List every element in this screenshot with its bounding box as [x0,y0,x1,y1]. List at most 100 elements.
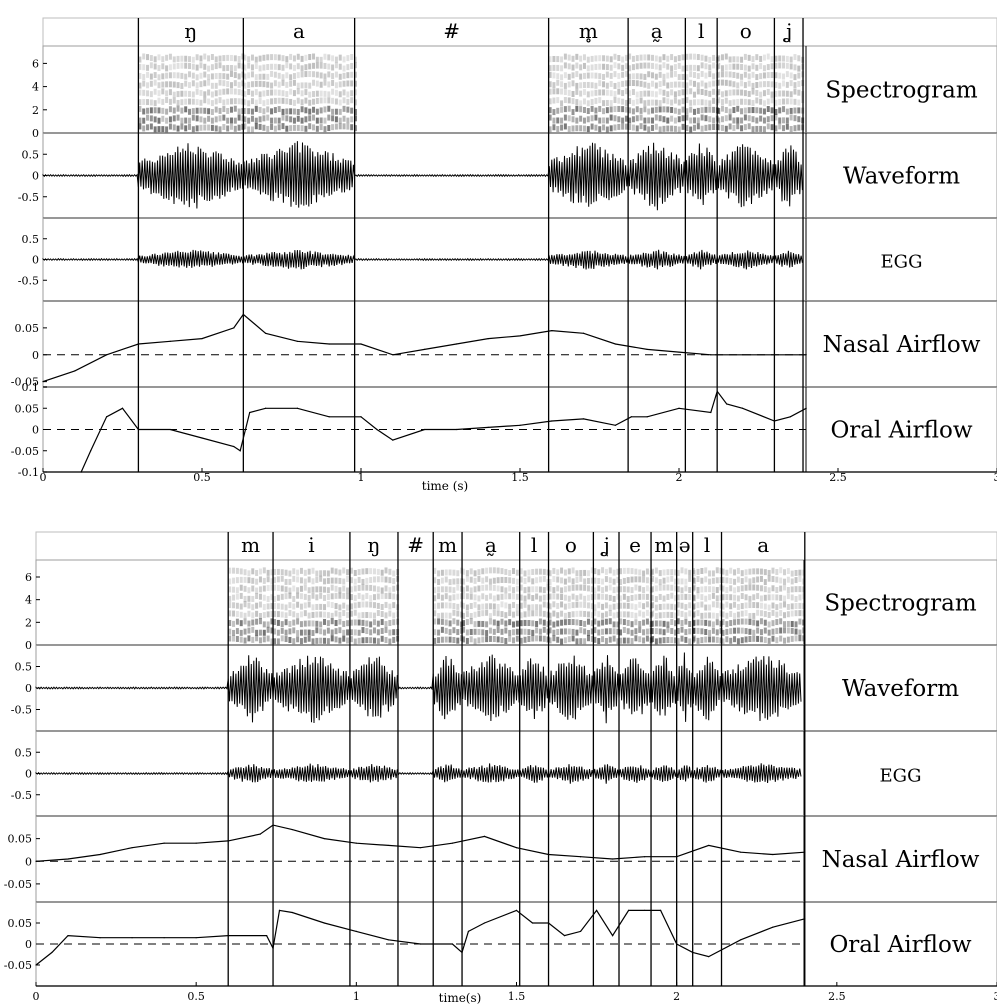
data-point [121,407,124,409]
spectrogram-cell [247,108,251,115]
spectrogram-cell [477,604,481,611]
spectrogram-cell [172,115,176,122]
spectrogram-cell [680,567,684,574]
panel-name-label: EGG [881,252,923,273]
spectrogram-cell [342,585,346,592]
x-axis-label: time (s) [422,479,468,493]
spectrogram-cell [582,98,586,105]
spectrogram-cell [315,594,319,601]
spectrogram-cell [666,82,670,89]
spectrogram-cell [307,620,311,627]
spectrogram-cell [670,612,674,619]
spectrogram-cell [138,72,142,79]
spectrogram-cell [233,105,237,112]
spectrogram-cell [658,106,662,113]
segment-label: ŋ [368,533,381,557]
spectrogram-cell [586,611,590,618]
spectrogram-cell [597,620,601,627]
spectrogram-cell [790,586,794,593]
spectrogram-cell [774,114,778,121]
spectrogram-cell [767,587,771,594]
data-point [80,471,82,473]
spectrogram-cell [729,567,733,574]
spectrogram-cell [728,80,732,87]
spectrogram-cell [465,629,469,636]
data-point [644,909,646,912]
spectrogram-cell [605,107,609,114]
spectrogram-cell [732,99,736,106]
spectrogram-cell [692,99,696,106]
spectrogram-cell [579,64,583,71]
spectrogram-cell [785,62,789,69]
spectrogram-cell [303,569,307,576]
spectrogram-cell [207,115,211,122]
spectrogram-cell [180,107,184,114]
spectrogram-cell [597,585,601,592]
spectrogram-cell [689,53,693,60]
spectrogram-cell [567,595,571,602]
spectrogram-cell [250,71,254,78]
data-point [805,407,807,409]
segment-label: l [698,19,704,43]
spectrogram-cell [740,637,744,644]
spectrogram-cell [191,126,195,133]
spectrogram-cell [631,108,635,115]
spectrogram-cell [616,586,620,593]
spectrogram-cell [677,81,681,88]
spectrogram-cell [635,115,639,122]
spectrogram-cell [228,635,232,642]
spectrogram-cell [239,603,243,610]
spectrogram-cell [485,594,489,601]
spectrogram-cell [500,618,504,625]
spectrogram-cell [560,587,564,594]
spectrogram-cell [634,612,638,619]
spectrogram-cell [684,578,688,585]
spectrogram-cell [165,108,169,115]
spectrogram-cell [515,593,519,600]
spectrogram-cell [779,594,783,601]
spectrogram-cell [168,72,172,79]
spectrogram-cell [149,73,153,80]
spectrogram-cell [465,637,469,644]
spectrogram-cell [567,115,571,122]
spectrogram-cell [740,108,744,115]
spectrogram-cell [229,54,233,61]
spectrogram-cell [300,71,304,78]
spectrogram-cell [619,602,623,609]
spectrogram-cell [214,90,218,97]
waveform-trace [35,652,802,724]
spectrogram-cell [579,627,583,634]
figure-2: 6420Spectrogram0.50-0.5Waveform0.50-0.5E… [4,531,997,1005]
spectrogram-cell [602,63,606,70]
spectrogram-cell [342,592,346,599]
spectrogram-cell [384,585,388,592]
spectrogram-cell [662,73,666,80]
spectrogram-cell [612,628,616,635]
spectrogram-cell [692,603,696,610]
spectrogram-cell [721,568,725,575]
spectrogram-cell [285,115,289,122]
spectrogram-cell [579,100,583,107]
spectrogram-cell [523,570,527,577]
spectrogram-cell [602,73,606,80]
spectrogram-cell [369,612,373,619]
spectrogram-cell [270,603,274,610]
spectrogram-cell [593,577,597,584]
data-point [678,407,680,409]
spectrogram-cell [153,88,157,95]
spectrogram-cell [752,601,756,608]
spectrogram-cell [560,577,564,584]
spectrogram-cell [720,91,724,98]
spectrogram-cell [542,619,546,626]
spectrogram-cell [270,618,274,625]
spectrogram-cell [199,55,203,62]
spectrogram-cell [802,586,806,593]
data-point [195,842,197,844]
spectrogram-cell [658,584,662,591]
spectrogram-cell [794,628,798,635]
spectrogram-cell [330,629,334,636]
spectrogram-cell [531,620,535,627]
spectrogram-cell [708,629,712,636]
spectrogram-cell [612,587,616,594]
spectrogram-cell [195,54,199,61]
